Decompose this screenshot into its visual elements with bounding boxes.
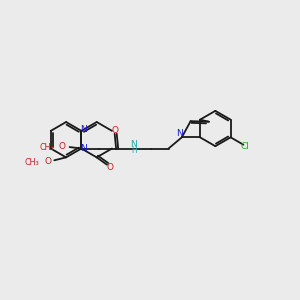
- Text: Cl: Cl: [240, 142, 249, 151]
- Text: O: O: [44, 157, 51, 166]
- Text: N: N: [80, 144, 87, 153]
- Text: H: H: [131, 146, 137, 155]
- Text: O: O: [106, 163, 113, 172]
- Text: CH₃: CH₃: [25, 158, 39, 167]
- Text: CH₃: CH₃: [39, 142, 54, 152]
- Text: O: O: [59, 142, 66, 151]
- Text: N: N: [176, 129, 183, 138]
- Text: O: O: [111, 126, 118, 135]
- Text: N: N: [80, 125, 87, 134]
- Text: N: N: [130, 140, 137, 149]
